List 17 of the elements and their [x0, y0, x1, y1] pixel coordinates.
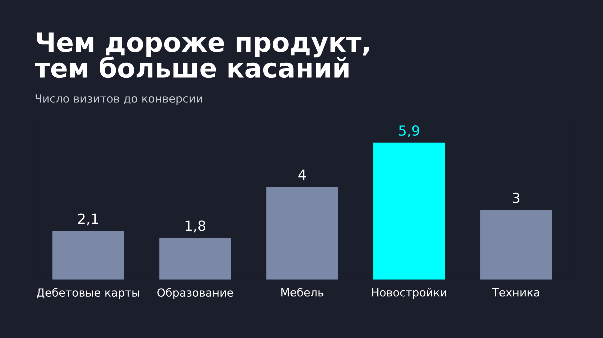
bar	[160, 238, 232, 280]
bar	[480, 210, 552, 280]
x-tick-label: Дебетовые карты	[37, 288, 140, 300]
data-label: 5,9	[399, 126, 420, 138]
x-tick-label: Мебель	[282, 288, 324, 297]
bar	[52, 231, 124, 280]
x-tick-label: Новостройки	[372, 288, 446, 299]
chart-subtitle: Число визитов до конверсии	[36, 94, 202, 106]
data-label: 4	[298, 170, 306, 180]
data-label: 2,1	[78, 214, 98, 226]
data-label: 1,8	[186, 220, 206, 233]
bar	[266, 187, 338, 280]
bar	[374, 142, 446, 280]
x-tick-label: Образование	[158, 288, 234, 300]
x-tick-label: Техника	[492, 288, 540, 297]
data-label: 3	[512, 192, 520, 204]
chart-title: Чем дороже продукт, тем больше касаний	[35, 32, 370, 78]
